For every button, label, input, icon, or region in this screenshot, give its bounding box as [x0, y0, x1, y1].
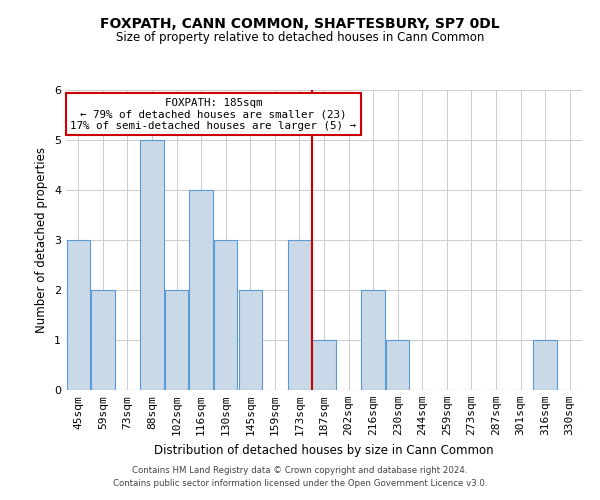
Bar [165, 290, 188, 390]
Bar [140, 140, 164, 390]
Text: Size of property relative to detached houses in Cann Common: Size of property relative to detached ho… [116, 31, 484, 44]
Bar [91, 290, 115, 390]
Y-axis label: Number of detached properties: Number of detached properties [35, 147, 49, 333]
Bar [214, 240, 238, 390]
X-axis label: Distribution of detached houses by size in Cann Common: Distribution of detached houses by size … [154, 444, 494, 456]
Bar [533, 340, 557, 390]
Bar [386, 340, 409, 390]
Text: Contains HM Land Registry data © Crown copyright and database right 2024.
Contai: Contains HM Land Registry data © Crown c… [113, 466, 487, 487]
Text: FOXPATH: 185sqm
← 79% of detached houses are smaller (23)
17% of semi-detached h: FOXPATH: 185sqm ← 79% of detached houses… [70, 98, 356, 130]
Bar [190, 190, 213, 390]
Text: FOXPATH, CANN COMMON, SHAFTESBURY, SP7 0DL: FOXPATH, CANN COMMON, SHAFTESBURY, SP7 0… [100, 18, 500, 32]
Bar [313, 340, 335, 390]
Bar [239, 290, 262, 390]
Bar [67, 240, 90, 390]
Bar [288, 240, 311, 390]
Bar [361, 290, 385, 390]
